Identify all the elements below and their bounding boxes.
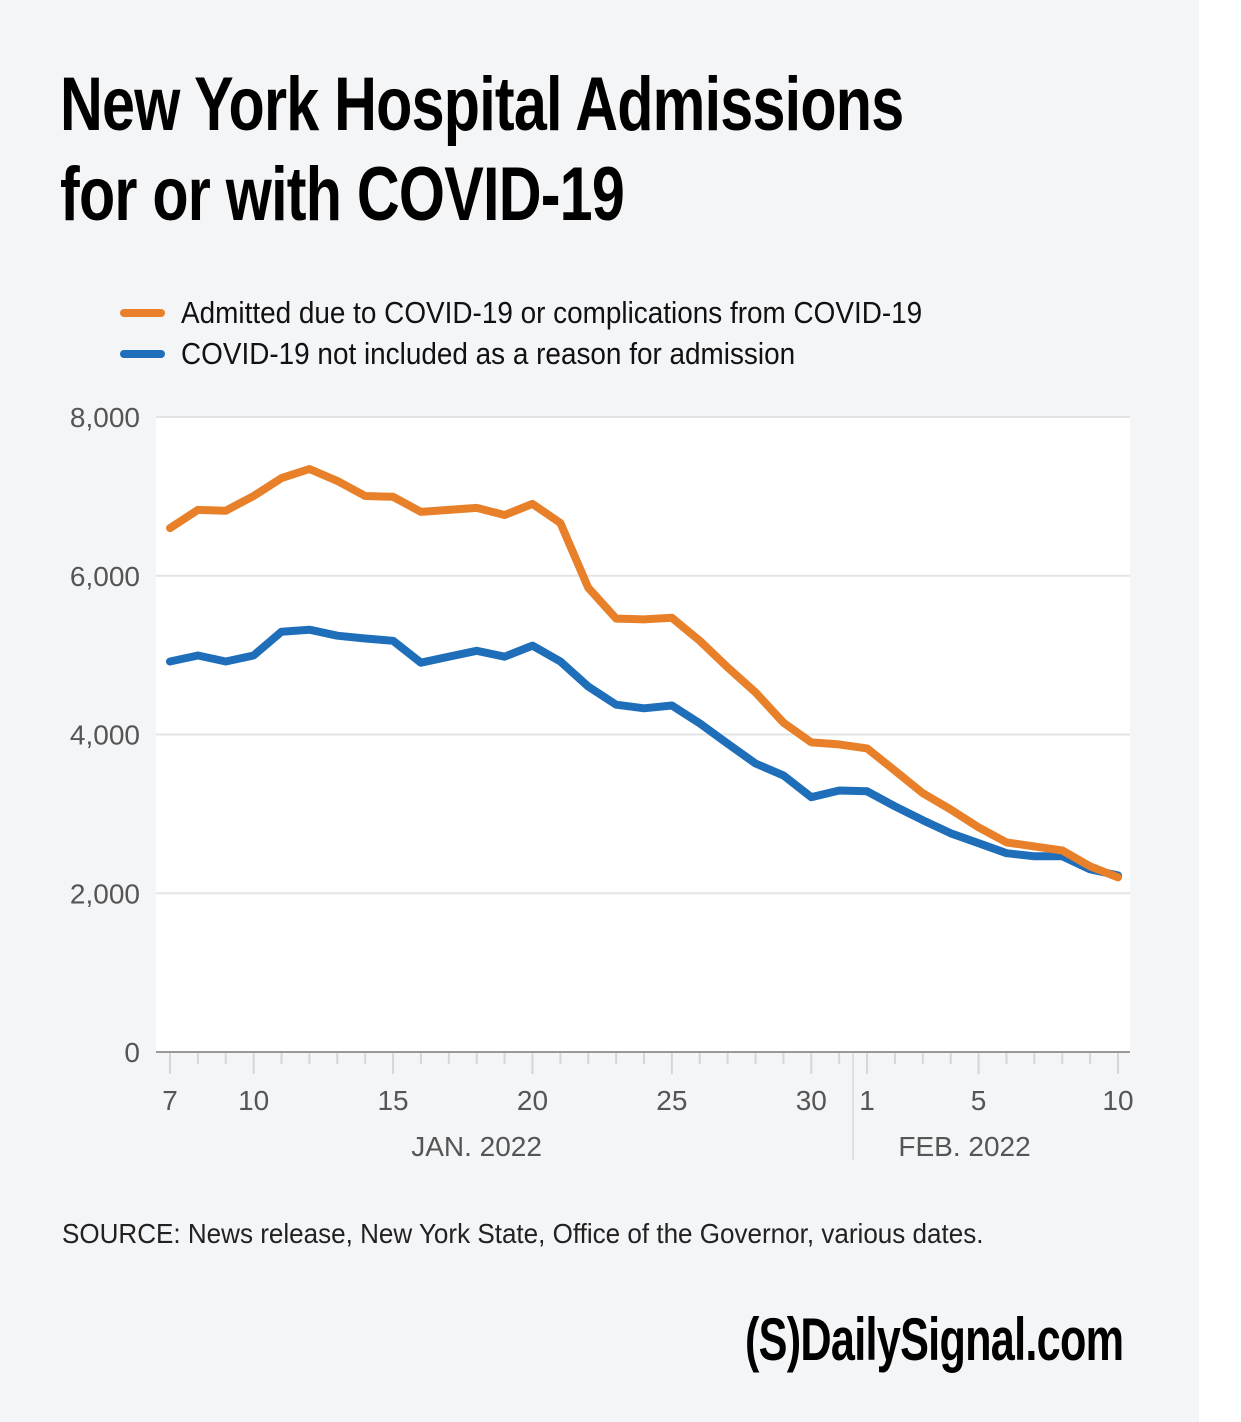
- month-label: FEB. 2022: [898, 1131, 1030, 1162]
- grid-lines: [156, 416, 1130, 895]
- y-tick-label: 2,000: [70, 878, 140, 909]
- y-tick-label: 8,000: [70, 402, 140, 433]
- legend-swatch-blue: [120, 349, 165, 358]
- x-tick-label: 10: [238, 1085, 269, 1116]
- source-note: SOURCE: News release, New York State, Of…: [62, 1218, 984, 1249]
- daily-signal-logo: (S)DailySignal.com: [745, 1306, 1124, 1373]
- legend-swatch-orange: [120, 308, 165, 317]
- x-tick-label: 30: [796, 1085, 827, 1116]
- legend-item-not-included: COVID-19 not included as a reason for ad…: [120, 333, 1005, 374]
- legend-label: COVID-19 not included as a reason for ad…: [181, 335, 796, 371]
- title-line-2: for or with COVID-19: [60, 152, 625, 237]
- series-line-not-included: [166, 625, 1122, 880]
- y-tick-label: 0: [124, 1037, 140, 1068]
- x-tick-label: 7: [162, 1085, 178, 1116]
- y-tick-label: 6,000: [70, 561, 140, 592]
- x-tick-label: 15: [377, 1085, 408, 1116]
- month-label: JAN. 2022: [411, 1131, 542, 1162]
- series-lines: [166, 465, 1122, 882]
- legend-label: Admitted due to COVID-19 or complication…: [181, 294, 923, 330]
- x-tick-label: 5: [971, 1085, 987, 1116]
- chart-title: New York Hospital Admissions for or with…: [60, 60, 904, 240]
- x-tick-label: 10: [1102, 1085, 1133, 1116]
- x-tick-label: 1: [859, 1085, 875, 1116]
- legend: Admitted due to COVID-19 or complication…: [120, 292, 1005, 374]
- series-line-admitted-due: [166, 465, 1122, 882]
- title-line-1: New York Hospital Admissions: [60, 62, 904, 147]
- legend-item-admitted-due: Admitted due to COVID-19 or complication…: [120, 292, 1005, 333]
- y-axis: 0 2,000 4,000 6,000 8,000: [70, 402, 140, 1068]
- y-tick-label: 4,000: [70, 720, 140, 751]
- x-tick-label: 25: [656, 1085, 687, 1116]
- x-tick-label: 20: [517, 1085, 548, 1116]
